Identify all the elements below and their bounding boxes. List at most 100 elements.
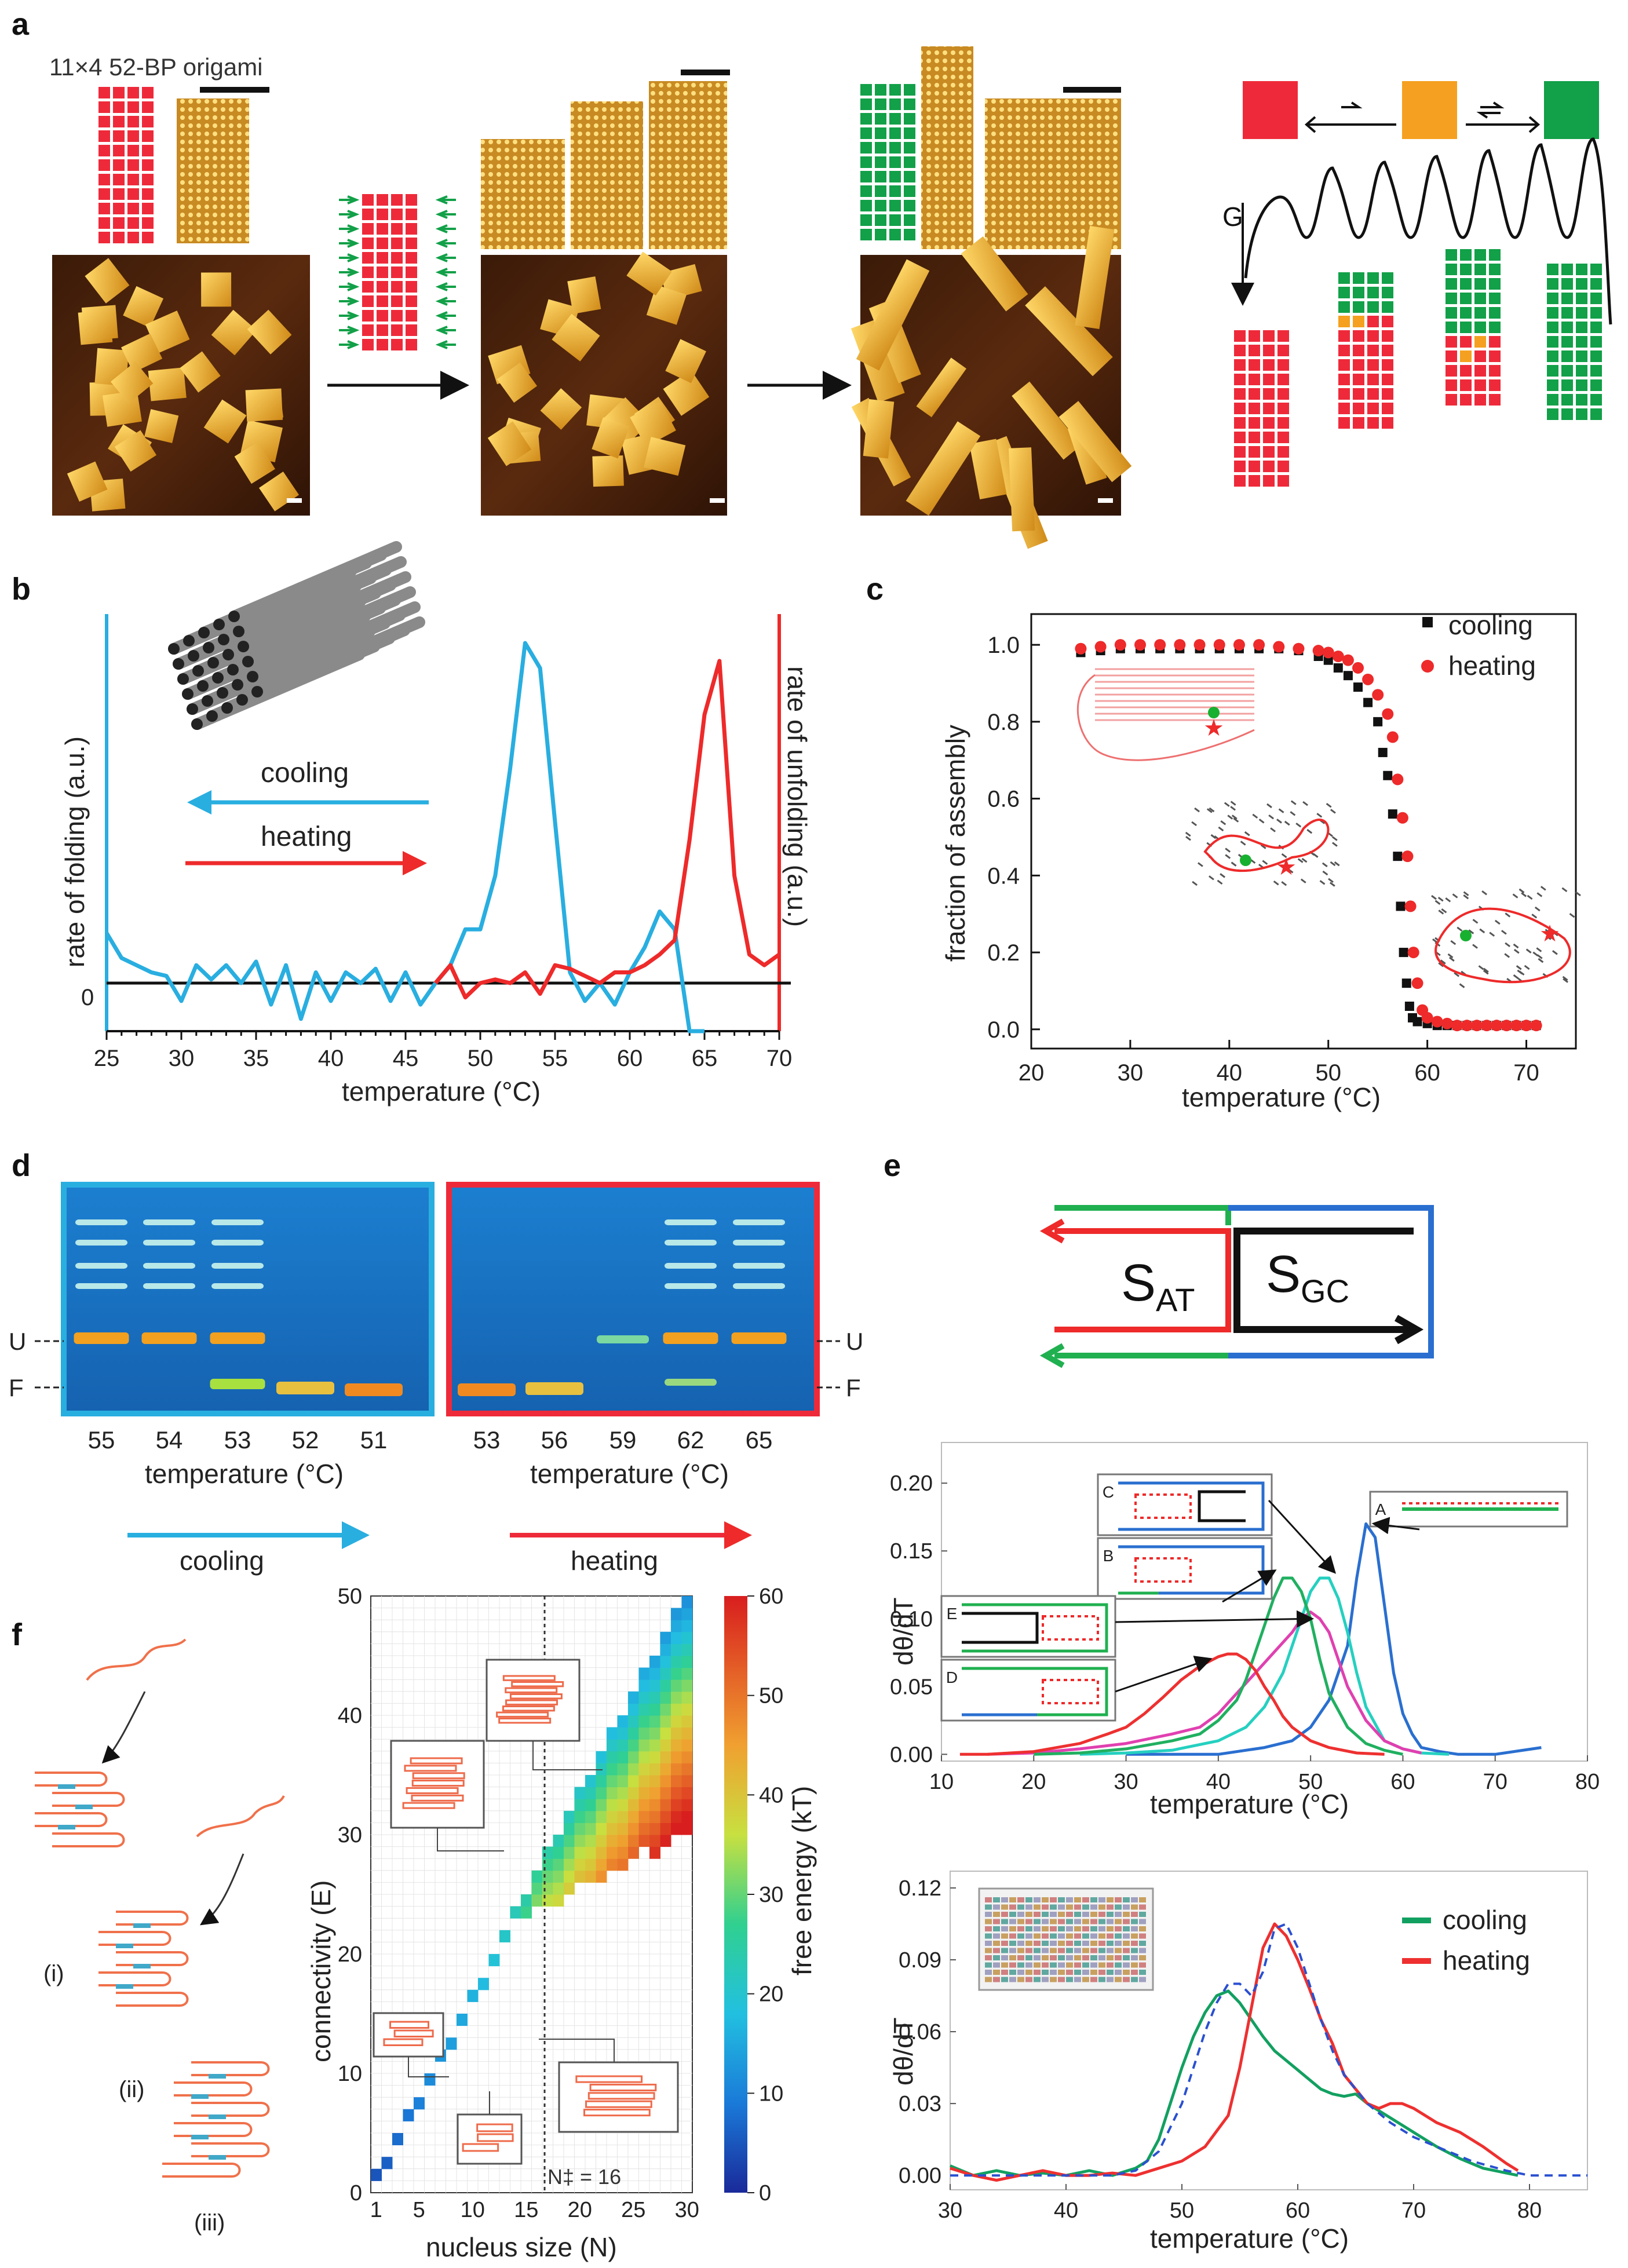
grid-cell (127, 87, 139, 98)
inset-tile (1025, 1933, 1032, 1939)
heatmap-cell (638, 1691, 650, 1704)
staple-fragment (1185, 831, 1191, 837)
grid-cell (377, 310, 388, 322)
afm-origami-particle (67, 461, 108, 502)
heatmap-cell (660, 1739, 671, 1752)
inset-tile (1042, 1919, 1049, 1924)
inset-tile (1001, 1926, 1008, 1931)
nucleus-strand (505, 1699, 559, 1705)
heatmap-cell (617, 1799, 629, 1812)
grid-cell (1382, 417, 1393, 429)
grid-cell (391, 223, 403, 235)
data-point-heating (1404, 900, 1417, 912)
grid-cell (1263, 432, 1275, 443)
staple-fragment (1281, 881, 1287, 886)
staple-fragment (1437, 896, 1444, 902)
ladder-band (733, 1240, 785, 1246)
staple-fragment (1306, 828, 1313, 834)
inset-tile (1009, 1948, 1016, 1953)
inset-tile (1058, 1977, 1065, 1982)
grid-cell (1338, 359, 1350, 371)
heatmap-cell (542, 1882, 553, 1895)
inset-tile (1017, 1970, 1024, 1975)
grid-cell (1489, 379, 1501, 391)
data-point-heating (1382, 708, 1394, 720)
inset-tile (1131, 1897, 1138, 1902)
heatmap-cell (585, 1775, 596, 1788)
heatmap-cell (671, 1727, 682, 1740)
grid-cell (904, 113, 915, 125)
inset-tile (1034, 1933, 1041, 1939)
pointer-arrow (1115, 1656, 1213, 1693)
grid-cell (1576, 394, 1587, 406)
grid-cell (142, 174, 154, 185)
data-point-cooling (1404, 1001, 1414, 1011)
heatmap-cell (617, 1810, 629, 1823)
panel-letter-a: a (12, 7, 30, 42)
inset-tile (1107, 1941, 1114, 1946)
helix-end (221, 702, 233, 714)
nucleus-strand (411, 1794, 464, 1802)
state-unfolded-square (1243, 81, 1298, 139)
inset-tile (1115, 1962, 1122, 1968)
x-tick-labels: 25 30 35 40 45 50 55 60 65 70 (94, 1031, 792, 1071)
heatmap-y-axis-label: connectivity (E) (306, 1880, 336, 2062)
nucleus-strand (583, 2109, 651, 2117)
lane-label-heating: 53 (473, 1426, 501, 1453)
staple-segment (191, 2094, 209, 2099)
grid-cell (1474, 336, 1486, 348)
heatmap-cell (660, 1787, 671, 1799)
afm-partial-origami-image-1 (481, 139, 565, 249)
y-tick-label: 0.00 (890, 1743, 933, 1767)
inset-tile (1090, 1970, 1097, 1975)
panel-b: b 0 rate of folding (a.u.) rate of unfol… (12, 541, 812, 1106)
strand-hairpin (116, 1992, 189, 2007)
staple-fragment (1440, 959, 1446, 965)
staple-fragment (1447, 953, 1454, 959)
heatmap-cell (681, 1608, 693, 1620)
staple-segment (209, 2155, 226, 2160)
inset-tile (1025, 1941, 1032, 1946)
ladder-band (665, 1283, 717, 1289)
grid-cell (1277, 475, 1289, 487)
green-origami-grid-icon (860, 84, 915, 240)
strand-line (1042, 1679, 1099, 1704)
grid-cell (1353, 403, 1364, 414)
inset-tile (1107, 1962, 1114, 1968)
grid-cell (1338, 301, 1350, 313)
inset-tile (1131, 1904, 1138, 1910)
grid-cell (113, 174, 125, 185)
grid-cell (1561, 307, 1573, 319)
state-folded-square (1544, 81, 1599, 139)
inset-tile (993, 1926, 1000, 1931)
heatmap-cell (617, 1835, 629, 1847)
afm-origami-particle (1058, 401, 1132, 483)
s-at-label: SAT (1121, 1254, 1195, 1318)
grid-cell (127, 174, 139, 185)
staple-fragment (1561, 887, 1568, 892)
inset-tile (1066, 1912, 1073, 1917)
data-point-cooling (1383, 770, 1393, 780)
staple-segment (58, 1825, 75, 1829)
afm-origami-particle (497, 362, 538, 403)
afm-origami-particle (123, 286, 164, 328)
grid-cell (98, 87, 110, 98)
inset-tile (1139, 1904, 1146, 1910)
grid-cell (1460, 249, 1472, 261)
lane-label-heating: 56 (541, 1426, 568, 1453)
heatmap-cell (671, 1691, 682, 1704)
colorbar-label: free energy (kT) (787, 1786, 817, 1975)
afm-origami-particle (110, 361, 154, 404)
inset-tile (1042, 1897, 1049, 1902)
arrow-head-icon (435, 297, 448, 306)
inset-tile (1066, 1919, 1073, 1924)
marker-dot (1208, 707, 1220, 718)
inset-tile (1131, 1912, 1138, 1917)
grid-cell (406, 339, 417, 350)
grid-cell (1561, 264, 1573, 275)
state-grid-folded (1547, 264, 1602, 420)
assembly-scatter-points (1075, 639, 1542, 1032)
inset-tile (1107, 1904, 1114, 1910)
inset-tile (1042, 1912, 1049, 1917)
state-grid-intermediate-1 (1338, 272, 1393, 429)
